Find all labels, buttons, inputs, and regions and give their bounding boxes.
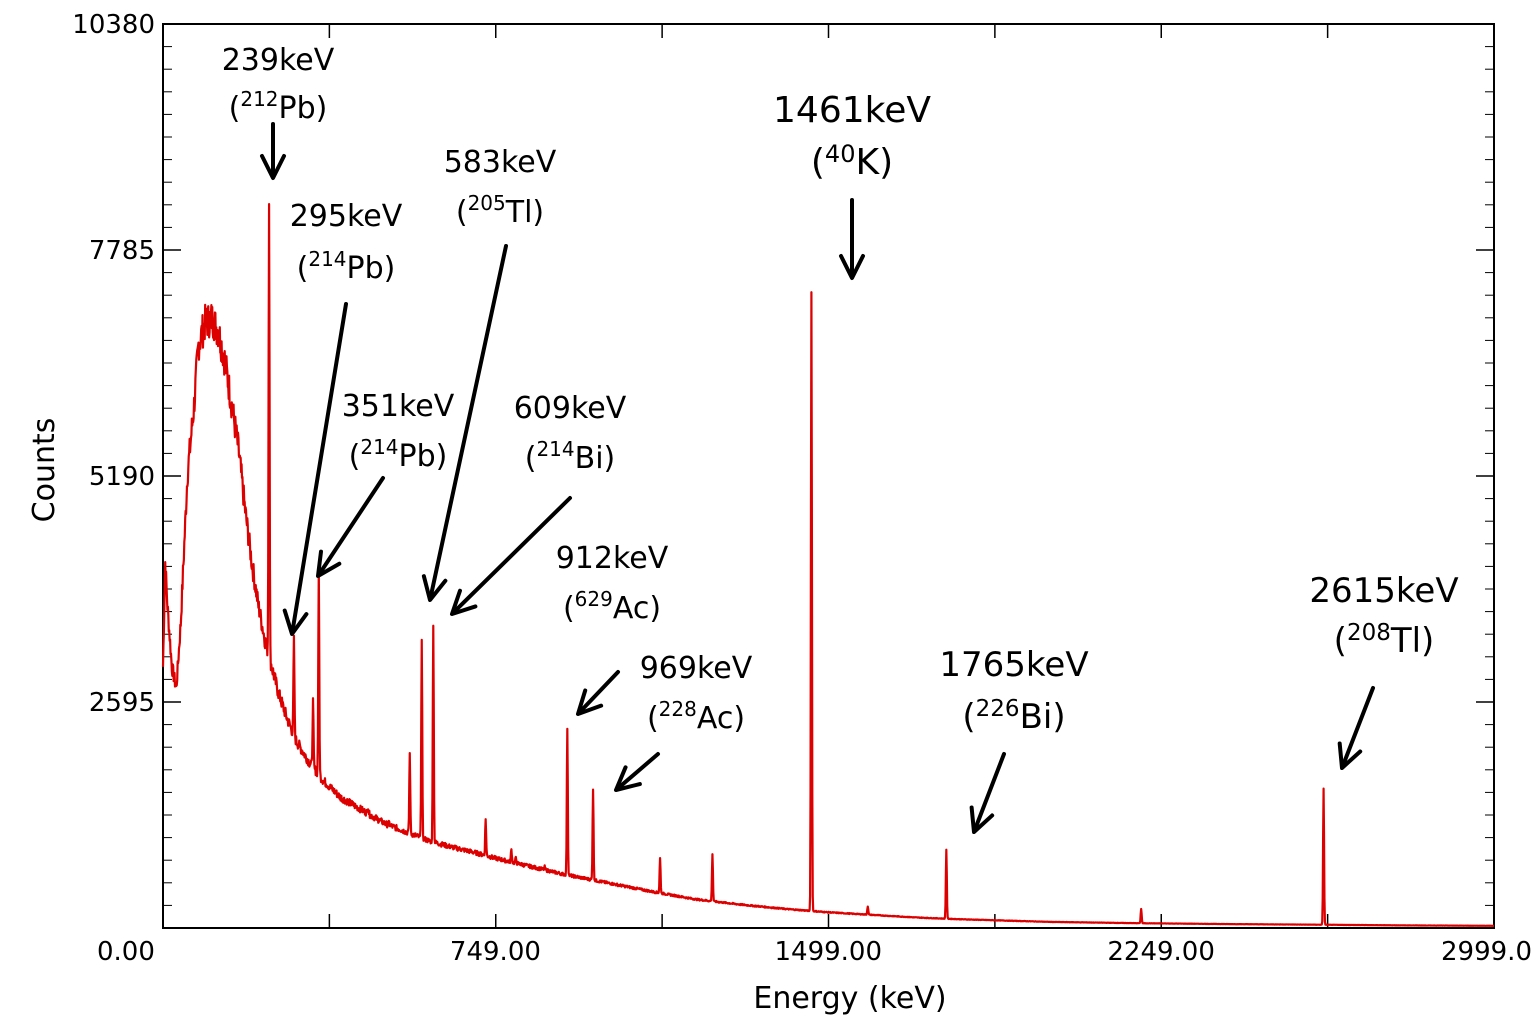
annotation-arrow-shaft [577, 670, 620, 715]
isotope-paren: ( [811, 142, 825, 183]
annotation-arrow-shaft [615, 752, 660, 791]
isotope-element: Bi) [1020, 697, 1066, 737]
peak-annotations: 239keV(212Pb)295keV(214Pb)583keV(205Tl)1… [222, 43, 1459, 834]
y-tick-label: 2595 [89, 688, 155, 718]
peak-energy-label: 609keV [514, 391, 627, 426]
isotope-mass-number: 629 [575, 587, 613, 611]
peak-isotope-label: (214Pb) [349, 435, 448, 474]
peak-energy-label: 912keV [556, 541, 669, 576]
peak-annotation: 583keV (205Tl) [421, 145, 557, 602]
x-axis-title: Energy (keV) [753, 981, 946, 1016]
peak-energy-label: 1765keV [939, 645, 1088, 685]
isotope-paren: ( [456, 195, 468, 230]
isotope-mass-number: 226 [976, 696, 1020, 722]
isotope-paren: ( [297, 251, 309, 286]
peak-annotation: 1765keV (226Bi) [939, 645, 1089, 834]
isotope-mass-number: 40 [825, 140, 856, 168]
annotation-arrow-head [260, 154, 286, 180]
peak-energy-label: 295keV [290, 199, 403, 234]
annotation-arrow-shaft [428, 244, 508, 601]
y-tick-label: 10380 [72, 10, 155, 40]
isotope-mass-number: 205 [468, 191, 506, 215]
y-tick-label: 7785 [89, 236, 155, 266]
isotope-element: Pb) [279, 91, 328, 126]
peak-energy-label: 351keV [342, 389, 455, 424]
isotope-mass-number: 208 [1347, 620, 1391, 646]
peak-annotation: 969keV (228Ac) [614, 651, 753, 792]
isotope-element: Ac) [613, 591, 661, 626]
x-tick-label: 0.00 [97, 937, 155, 967]
isotope-paren: ( [563, 591, 575, 626]
peak-isotope-label: (214Pb) [297, 247, 396, 286]
isotope-mass-number: 214 [360, 435, 398, 459]
isotope-mass-number: 214 [536, 437, 574, 461]
isotope-paren: ( [349, 439, 361, 474]
isotope-mass-number: 214 [308, 247, 346, 271]
peak-annotation: 912keV (629Ac) [556, 541, 669, 716]
axis-ticks [162, 23, 1495, 929]
annotation-arrow-shaft [317, 476, 385, 577]
axis-tick-labels: 0.00 749.00 1499.00 2249.00 2999.0 2595 5190 77… [72, 10, 1532, 967]
spectrum-series [161, 202, 1495, 927]
isotope-element: Pb) [347, 251, 396, 286]
peak-isotope-label: (226Bi) [962, 696, 1065, 737]
isotope-paren: ( [647, 701, 659, 736]
annotation-arrow-shaft [451, 496, 572, 615]
peak-annotation: 1461keV (40K) [773, 90, 931, 280]
peak-annotation: 239keV (212Pb) [222, 43, 335, 180]
peak-energy-label: 583keV [444, 145, 557, 180]
annotation-arrow-shaft [1340, 686, 1375, 769]
peak-energy-label: 2615keV [1309, 571, 1458, 611]
peak-isotope-label: (214Bi) [525, 437, 616, 476]
isotope-element: Tl) [505, 195, 544, 230]
x-tick-label: 749.00 [450, 937, 541, 967]
peak-energy-label: 969keV [640, 651, 753, 686]
x-tick-label: 1499.00 [775, 937, 883, 967]
isotope-paren: ( [1334, 621, 1347, 661]
annotation-arrow-shaft [290, 302, 348, 635]
peak-isotope-label: (40K) [811, 140, 893, 183]
isotope-element: Pb) [399, 439, 448, 474]
isotope-paren: ( [962, 697, 975, 737]
peak-isotope-label: (212Pb) [229, 87, 328, 126]
peak-isotope-label: (629Ac) [563, 587, 661, 626]
isotope-element: Ac) [697, 701, 745, 736]
isotope-paren: ( [525, 441, 537, 476]
annotation-arrow-head [282, 608, 309, 636]
peak-isotope-label: (205Tl) [456, 191, 544, 230]
peak-isotope-label: (228Ac) [647, 697, 745, 736]
annotation-arrow-head [839, 254, 865, 280]
annotation-arrow-head [969, 805, 995, 834]
annotation-arrow-head [421, 574, 448, 602]
isotope-mass-number: 228 [659, 697, 697, 721]
annotation-arrow-head [316, 549, 342, 578]
annotation-arrow-shaft [972, 752, 1006, 833]
spectrum-line [161, 202, 1495, 927]
y-axis-title: Counts [27, 418, 62, 523]
y-tick-label: 5190 [89, 462, 155, 492]
peak-annotation: 2615keV (208Tl) [1309, 571, 1459, 770]
x-tick-label: 2249.00 [1107, 937, 1215, 967]
peak-annotation: 295keV(214Pb) [282, 199, 403, 636]
isotope-element: Tl) [1390, 621, 1434, 661]
peak-annotation: 609keV (214Bi) [450, 391, 627, 616]
peak-annotation: 351keV (214Pb) [316, 389, 455, 578]
peak-energy-label: 1461keV [773, 90, 931, 131]
isotope-paren: ( [229, 91, 241, 126]
isotope-element: Bi) [575, 441, 616, 476]
annotation-arrow-head [450, 588, 478, 616]
isotope-mass-number: 212 [240, 87, 278, 111]
annotation-arrow-head [576, 688, 604, 716]
annotation-arrow-head [1337, 741, 1363, 770]
peak-isotope-label: (208Tl) [1334, 620, 1435, 661]
peak-energy-label: 239keV [222, 43, 335, 78]
annotation-arrow-head [614, 765, 642, 792]
isotope-element: K) [855, 142, 893, 183]
x-tick-label: 2999.0 [1441, 937, 1532, 967]
